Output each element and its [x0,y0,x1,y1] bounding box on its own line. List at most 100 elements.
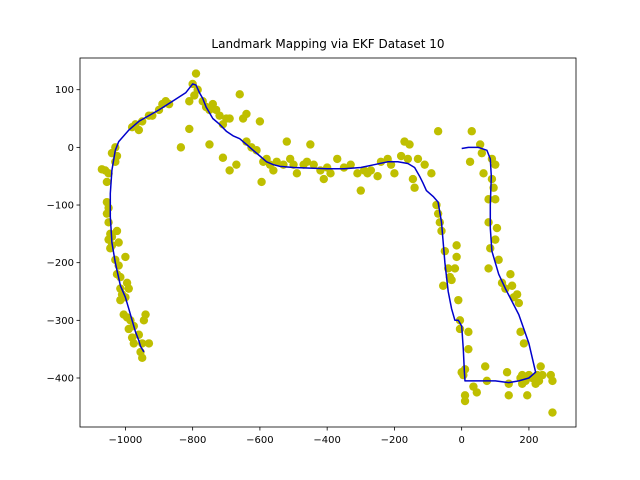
landmark-point [455,324,465,334]
landmark-point [408,174,418,184]
x-tick-label: 0 [458,435,464,446]
y-axis: −400 −300 −200 −100 0 100 [47,85,80,384]
landmark-point [141,310,150,319]
landmark-point [536,362,545,371]
landmark-point [455,316,465,325]
landmark-point [440,246,450,256]
x-tick-label: −600 [246,435,273,446]
landmark-point [410,183,419,192]
landmark-point [102,177,112,187]
landmark-point [148,111,157,120]
landmark-point [390,169,399,178]
landmark-point [326,169,335,178]
landmark-point [353,169,362,178]
landmark-point [452,241,461,250]
landmark-point [257,177,266,187]
landmark-point [191,69,201,78]
landmark-point [484,264,493,273]
x-tick-label: −800 [179,435,206,446]
landmark-point [435,218,445,227]
landmark-point [452,252,461,262]
landmark-point [491,235,500,244]
landmark-point [464,344,473,354]
landmark-point [507,281,517,290]
landmark-point [519,339,529,348]
landmark-point [386,160,396,169]
landmark-point [460,365,470,374]
landmark-point [464,327,473,337]
landmark-point [523,391,532,400]
landmark-point [494,255,503,264]
y-tick-label: 100 [55,85,74,96]
landmark-point [356,186,365,195]
chart-title: Landmark Mapping via EKF Dataset 10 [211,37,444,51]
landmark-point [185,97,194,106]
landmark-point [252,146,261,155]
landmark-point [269,166,278,175]
landmark-point [454,295,463,305]
y-tick-label: −100 [47,201,74,212]
landmark-point [486,244,495,253]
landmark-point [185,124,194,134]
landmark-point [502,368,512,377]
landmark-point [102,209,112,218]
landmark-point [215,111,224,120]
plot-frame [79,57,577,428]
landmark-point [516,327,525,337]
landmark-point [465,157,475,166]
landmark-point [112,226,122,236]
plot-area [97,69,557,417]
landmark-point [114,238,123,247]
landmark-point [309,160,318,169]
landmark-point [176,143,186,152]
landmark-point [242,109,251,119]
landmark-point [492,223,502,233]
landmark-point [413,154,423,164]
landmark-point [366,166,376,175]
landmark-point [138,353,147,363]
landmark-point [225,166,234,175]
landmark-point [282,137,292,146]
landmark-point [292,169,302,178]
landmark-point [548,408,557,417]
y-tick-label: 0 [68,143,74,154]
landmark-point [504,379,513,388]
x-tick-label: 200 [519,435,538,446]
x-tick-label: −1000 [108,435,142,446]
landmark-point [420,160,429,169]
landmark-point [512,290,522,299]
landmark-point [506,270,515,279]
landmark-point [333,154,342,164]
landmark-point [491,160,500,169]
landmark-point [433,127,443,136]
landmark-point [319,174,328,184]
trajectory-line [114,83,537,384]
landmark-point [475,140,485,149]
landmark-point [538,370,547,380]
x-tick-label: −200 [381,435,408,446]
landmark-point [339,163,349,172]
y-tick-label: −400 [47,373,74,384]
landmark-point [460,391,470,400]
landmark-point [548,376,557,386]
landmark-point [255,117,265,126]
landmark-point [427,169,436,178]
landmark-point [235,90,244,99]
landmark-point [467,127,476,136]
landmark-point [242,137,251,146]
landmark-point [484,218,493,227]
x-tick-label: −400 [313,435,340,446]
landmark-point [479,169,488,178]
landmark-point [129,339,139,348]
landmark-point [438,281,448,290]
landmark-point [346,160,355,169]
landmark-point [144,339,154,348]
landmark-point [134,125,144,135]
landmark-point [477,148,487,158]
landmark-point [450,264,460,273]
landmark-point [138,117,147,126]
y-tick-label: −300 [47,316,74,327]
landmark-point [396,151,406,161]
landmark-point [491,195,500,204]
